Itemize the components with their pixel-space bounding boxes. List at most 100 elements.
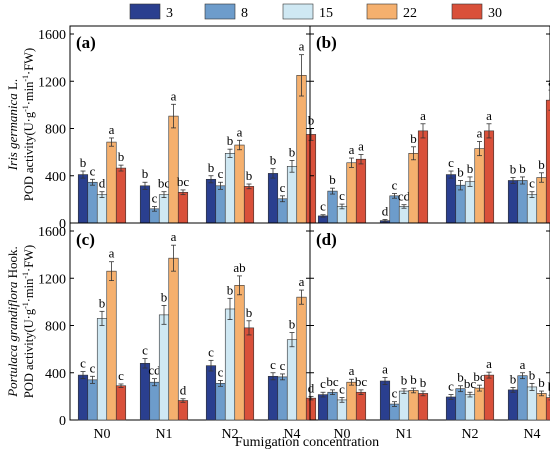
bar bbox=[408, 390, 419, 421]
significance-letter: b bbox=[401, 373, 408, 388]
bar bbox=[464, 394, 476, 421]
bar bbox=[327, 190, 338, 224]
y-tick-label: 1200 bbox=[38, 272, 66, 287]
legend-swatch bbox=[451, 3, 483, 20]
legend-swatch bbox=[129, 3, 161, 20]
significance-letter: c bbox=[448, 155, 454, 170]
significance-letter: c bbox=[152, 190, 158, 205]
y-tick-label: 0 bbox=[59, 217, 66, 232]
legend-swatch bbox=[366, 3, 398, 20]
bar bbox=[455, 388, 466, 421]
panel-label: (d) bbox=[316, 230, 337, 249]
bar bbox=[149, 381, 160, 421]
significance-letter: bc bbox=[326, 374, 339, 389]
significance-letter: bc bbox=[158, 176, 171, 191]
significance-letter: b bbox=[519, 161, 526, 176]
significance-letter: b bbox=[142, 166, 149, 181]
legend-label: 3 bbox=[166, 6, 173, 21]
x-tick-label: N2 bbox=[221, 427, 238, 442]
significance-letter: b bbox=[118, 149, 125, 164]
panel-d: N0N1N2N4cacbbccbacbbcbabbcbbcbab(d) bbox=[309, 222, 550, 442]
significance-letter: b bbox=[467, 161, 474, 176]
significance-letter: c bbox=[339, 188, 345, 203]
significance-letter: b bbox=[289, 317, 296, 332]
significance-letter: d bbox=[308, 380, 315, 395]
bar bbox=[507, 180, 519, 224]
bar bbox=[474, 148, 485, 224]
y-tick-label: 1200 bbox=[38, 75, 66, 90]
significance-letter: c bbox=[142, 343, 148, 358]
y-tick-label: 1600 bbox=[38, 28, 66, 43]
bar bbox=[243, 327, 255, 421]
significance-letter: b bbox=[270, 153, 277, 168]
y-tick-label: 800 bbox=[45, 123, 66, 138]
significance-letter: b bbox=[538, 375, 545, 390]
bar bbox=[243, 186, 255, 224]
y-tick-label: 800 bbox=[45, 320, 66, 335]
significance-letter: c bbox=[90, 163, 96, 178]
bar bbox=[106, 141, 117, 224]
significance-letter: bc bbox=[464, 376, 477, 391]
legend-label: 15 bbox=[319, 6, 333, 21]
bar bbox=[355, 391, 367, 421]
significance-letter: c bbox=[218, 166, 224, 181]
bar bbox=[115, 167, 127, 224]
significance-letter: d bbox=[99, 176, 106, 191]
bar bbox=[286, 166, 298, 224]
bar bbox=[177, 191, 189, 224]
significance-letter: c bbox=[208, 344, 214, 359]
panel-label: (b) bbox=[316, 33, 337, 52]
y-axis-title-row-2: Portulaca grandiflora Hook.POD activity(… bbox=[5, 245, 36, 398]
bar bbox=[267, 375, 279, 421]
significance-letter: c bbox=[218, 364, 224, 379]
significance-letter: a bbox=[420, 108, 426, 123]
x-tick-label: N4 bbox=[283, 427, 300, 442]
y-axis-species: Iris germanica L. bbox=[5, 79, 20, 171]
significance-letter: d bbox=[382, 203, 389, 218]
significance-letter: b bbox=[457, 164, 464, 179]
bar bbox=[536, 177, 547, 224]
bar bbox=[464, 181, 476, 224]
significance-letter: b bbox=[161, 289, 168, 304]
bar bbox=[77, 374, 89, 421]
significance-letter: a bbox=[299, 39, 305, 54]
significance-letter: a bbox=[486, 356, 492, 371]
bar bbox=[455, 184, 466, 224]
bar bbox=[177, 400, 189, 421]
bar bbox=[317, 394, 329, 421]
bar bbox=[215, 383, 226, 421]
significance-letter: c bbox=[339, 382, 345, 397]
bar bbox=[139, 185, 151, 224]
bar bbox=[417, 130, 429, 224]
significance-letter: bc bbox=[473, 369, 486, 384]
panel-b: cdcbbcbbccdbcababaaaa(b) bbox=[309, 25, 550, 224]
legend: 3 8 15 22 30 bbox=[129, 3, 502, 21]
significance-letter: cd bbox=[148, 363, 161, 378]
significance-letter: c bbox=[280, 180, 286, 195]
legend-item-22: 22 bbox=[366, 3, 417, 21]
significance-letter: b bbox=[457, 370, 464, 385]
y-axis-species: Portulaca grandiflora Hook. bbox=[5, 246, 20, 398]
x-tick-label: N1 bbox=[155, 427, 172, 442]
significance-letter: b bbox=[529, 367, 536, 382]
bar bbox=[267, 173, 279, 224]
bar bbox=[483, 374, 495, 421]
bar bbox=[445, 396, 457, 421]
bar bbox=[517, 375, 528, 421]
legend-item-30: 30 bbox=[451, 3, 502, 21]
panel-frame bbox=[309, 222, 550, 421]
significance-letter: a bbox=[349, 142, 355, 157]
bar bbox=[545, 99, 550, 224]
panel-label: (c) bbox=[76, 230, 95, 249]
bar bbox=[336, 399, 348, 421]
bar bbox=[296, 75, 307, 224]
significance-letter: a bbox=[382, 361, 388, 376]
x-tick-label: N2 bbox=[461, 427, 478, 442]
bar bbox=[536, 393, 547, 421]
y-tick-label: 400 bbox=[45, 367, 66, 382]
x-tick-label: N4 bbox=[523, 427, 540, 442]
significance-letter: cd bbox=[398, 189, 411, 204]
